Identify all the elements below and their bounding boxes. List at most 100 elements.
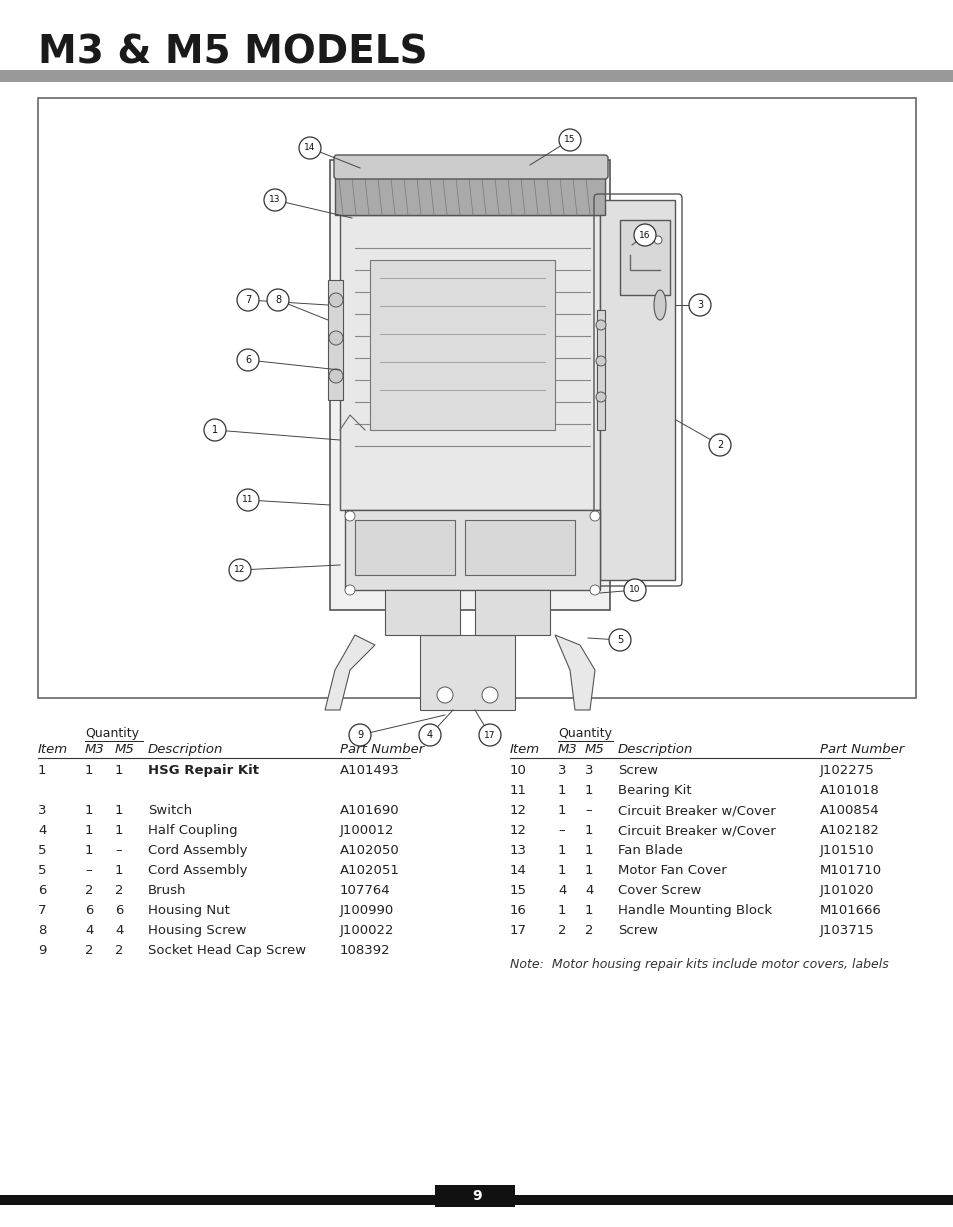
Circle shape xyxy=(345,585,355,595)
Text: 3: 3 xyxy=(38,804,47,817)
Text: A100854: A100854 xyxy=(820,804,879,817)
Text: 11: 11 xyxy=(510,784,526,798)
Circle shape xyxy=(436,687,453,703)
Text: –: – xyxy=(115,844,121,856)
Circle shape xyxy=(596,356,605,366)
Text: Screw: Screw xyxy=(618,764,658,777)
Text: 2: 2 xyxy=(115,883,123,897)
Text: 13: 13 xyxy=(269,195,280,205)
Text: Cord Assembly: Cord Assembly xyxy=(148,844,247,856)
Text: 8: 8 xyxy=(38,924,47,937)
Text: 8: 8 xyxy=(274,294,281,306)
Text: M3: M3 xyxy=(85,744,105,756)
Text: 1: 1 xyxy=(558,844,566,856)
Circle shape xyxy=(634,225,656,245)
Text: 3: 3 xyxy=(697,299,702,310)
Bar xyxy=(0,1195,953,1205)
Bar xyxy=(419,636,515,710)
Circle shape xyxy=(589,510,599,521)
Circle shape xyxy=(708,434,730,456)
Circle shape xyxy=(264,189,286,211)
Text: 7: 7 xyxy=(245,294,251,306)
Bar xyxy=(328,280,343,400)
Text: J103715: J103715 xyxy=(820,924,874,937)
Text: 1: 1 xyxy=(85,764,93,777)
Circle shape xyxy=(349,724,371,746)
Text: A102182: A102182 xyxy=(820,825,879,837)
Text: 12: 12 xyxy=(510,825,526,837)
Circle shape xyxy=(236,290,258,310)
Text: 1: 1 xyxy=(85,825,93,837)
Text: 1: 1 xyxy=(115,804,123,817)
Circle shape xyxy=(558,129,580,151)
Text: 3: 3 xyxy=(558,764,566,777)
Text: 3: 3 xyxy=(584,764,593,777)
Text: Brush: Brush xyxy=(148,883,186,897)
Text: Cover Screw: Cover Screw xyxy=(618,883,700,897)
Text: Cord Assembly: Cord Assembly xyxy=(148,864,247,877)
Bar xyxy=(345,510,599,590)
Text: 7: 7 xyxy=(38,904,47,917)
Text: 11: 11 xyxy=(242,496,253,504)
Bar xyxy=(597,310,604,429)
Text: M5: M5 xyxy=(115,744,134,756)
Bar xyxy=(335,160,604,215)
Text: 1: 1 xyxy=(584,904,593,917)
Bar xyxy=(464,520,575,575)
Bar xyxy=(370,260,555,429)
Circle shape xyxy=(596,320,605,330)
Text: 1: 1 xyxy=(584,784,593,798)
Bar xyxy=(619,220,669,294)
Text: M3: M3 xyxy=(558,744,578,756)
Text: 6: 6 xyxy=(38,883,47,897)
Circle shape xyxy=(204,418,226,440)
Bar xyxy=(339,215,599,510)
Text: Housing Nut: Housing Nut xyxy=(148,904,230,917)
Text: Description: Description xyxy=(618,744,693,756)
Text: Screw: Screw xyxy=(618,924,658,937)
Text: 1: 1 xyxy=(584,844,593,856)
Text: 10: 10 xyxy=(510,764,526,777)
Text: Part Number: Part Number xyxy=(820,744,903,756)
Bar xyxy=(0,70,953,82)
Text: 4: 4 xyxy=(38,825,47,837)
Circle shape xyxy=(478,724,500,746)
Text: 5: 5 xyxy=(617,636,622,645)
Text: 2: 2 xyxy=(716,440,722,450)
Text: A101018: A101018 xyxy=(820,784,879,798)
Text: 1: 1 xyxy=(558,904,566,917)
Text: Half Coupling: Half Coupling xyxy=(148,825,237,837)
Text: Housing Screw: Housing Screw xyxy=(148,924,246,937)
Text: 1: 1 xyxy=(115,864,123,877)
Circle shape xyxy=(229,560,251,582)
Text: A101493: A101493 xyxy=(339,764,399,777)
Text: 107764: 107764 xyxy=(339,883,390,897)
Text: 6: 6 xyxy=(115,904,123,917)
Circle shape xyxy=(236,348,258,371)
Circle shape xyxy=(589,585,599,595)
Text: 1: 1 xyxy=(558,784,566,798)
Text: 4: 4 xyxy=(558,883,566,897)
Bar xyxy=(475,590,550,636)
Text: Part Number: Part Number xyxy=(339,744,424,756)
Ellipse shape xyxy=(654,290,665,320)
Polygon shape xyxy=(555,636,595,710)
Text: 1: 1 xyxy=(584,825,593,837)
Text: 1: 1 xyxy=(558,864,566,877)
Text: 1: 1 xyxy=(85,844,93,856)
Text: Switch: Switch xyxy=(148,804,192,817)
Text: Circuit Breaker w/Cover: Circuit Breaker w/Cover xyxy=(618,825,775,837)
Text: 5: 5 xyxy=(38,864,47,877)
Text: 1: 1 xyxy=(115,825,123,837)
Circle shape xyxy=(608,629,630,652)
Text: 4: 4 xyxy=(115,924,123,937)
Text: 2: 2 xyxy=(115,944,123,957)
Text: J101020: J101020 xyxy=(820,883,874,897)
FancyBboxPatch shape xyxy=(334,155,607,179)
Text: A101690: A101690 xyxy=(339,804,399,817)
Text: 2: 2 xyxy=(85,944,93,957)
Text: A102051: A102051 xyxy=(339,864,399,877)
Text: 5: 5 xyxy=(38,844,47,856)
Circle shape xyxy=(418,724,440,746)
Text: J101510: J101510 xyxy=(820,844,874,856)
